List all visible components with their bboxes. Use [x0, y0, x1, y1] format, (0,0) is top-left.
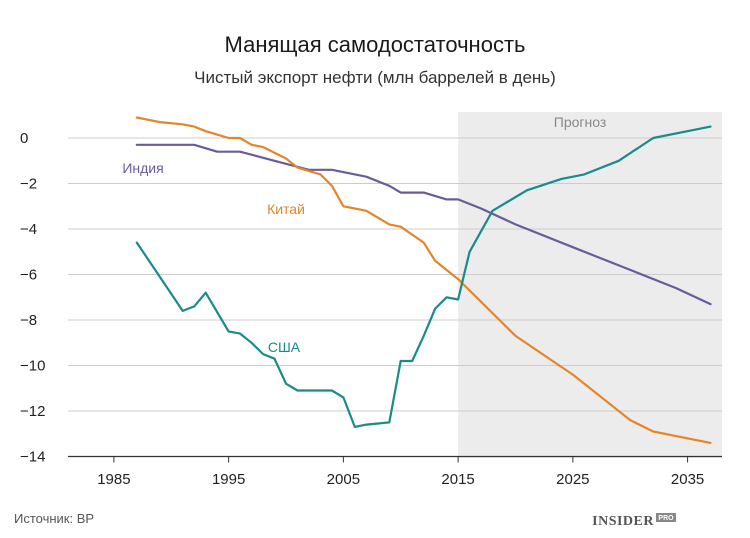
- x-tick-label: 2025: [556, 471, 589, 488]
- y-tick-label: −12: [20, 403, 45, 420]
- y-tick-label: −2: [20, 176, 37, 193]
- brand-badge: [656, 513, 676, 522]
- series-line: [135, 125, 712, 428]
- source-note: Источник: BP: [14, 511, 94, 526]
- x-tick-label: 2005: [327, 471, 360, 488]
- x-tick-label: 2015: [441, 471, 474, 488]
- series-lines: [135, 116, 712, 444]
- brand-logo: INSIDER PRO: [592, 513, 676, 529]
- x-tick-label: 1985: [97, 471, 130, 488]
- forecast-shading: [458, 112, 722, 458]
- y-tick-label: −4: [20, 221, 37, 238]
- chart-subtitle: Чистый экспорт нефти (млн баррелей в ден…: [194, 68, 556, 87]
- y-tick-label: −6: [20, 267, 37, 284]
- series-label: США: [268, 339, 301, 355]
- series-line: [135, 143, 712, 306]
- x-tick-label: 2035: [671, 471, 704, 488]
- y-tick-label: −14: [20, 449, 45, 466]
- x-axis: 1985 1995 2005 2015 2025 2035: [97, 456, 704, 488]
- x-tick-label: 1995: [212, 471, 245, 488]
- y-tick-label: −10: [20, 358, 45, 375]
- series-line: [135, 116, 712, 444]
- series-label: Китай: [267, 201, 305, 217]
- y-tick-label: −8: [20, 312, 37, 329]
- chart-title: Манящая самодостаточность: [225, 32, 526, 57]
- series-label: Индия: [122, 160, 163, 176]
- brand-name: INSIDER: [592, 514, 654, 529]
- forecast-region: Прогноз: [458, 112, 722, 458]
- gridlines: [68, 137, 722, 458]
- series-labels: Индия Китай США: [122, 160, 305, 355]
- brand-suffix: PRO: [658, 515, 674, 522]
- y-axis: 0 −2 −4 −6 −8 −10 −12 −14: [20, 130, 45, 466]
- forecast-label: Прогноз: [554, 114, 607, 130]
- y-tick-label: 0: [20, 130, 28, 147]
